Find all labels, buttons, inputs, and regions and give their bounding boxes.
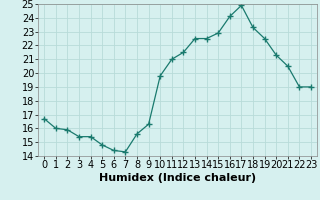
X-axis label: Humidex (Indice chaleur): Humidex (Indice chaleur) xyxy=(99,173,256,183)
